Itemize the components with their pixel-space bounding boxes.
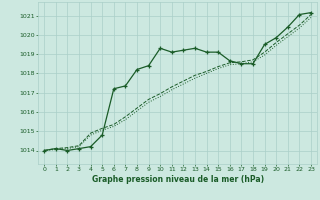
X-axis label: Graphe pression niveau de la mer (hPa): Graphe pression niveau de la mer (hPa) (92, 175, 264, 184)
